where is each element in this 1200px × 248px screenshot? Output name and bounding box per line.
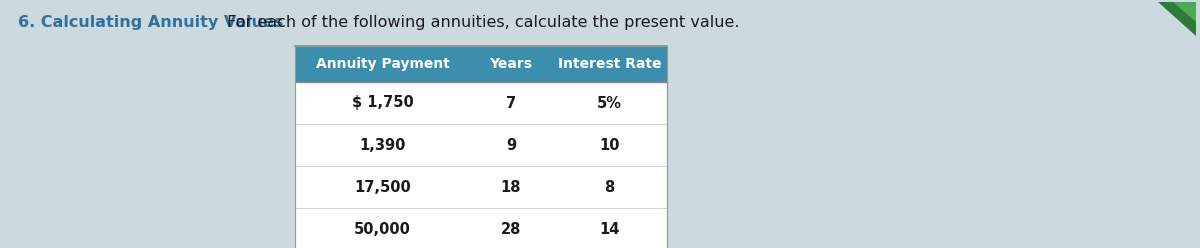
Text: 50,000: 50,000 — [354, 221, 410, 237]
Bar — [295, 46, 667, 248]
Bar — [295, 46, 667, 248]
Text: 9: 9 — [506, 137, 516, 153]
Text: 1,390: 1,390 — [359, 137, 406, 153]
Text: 14: 14 — [599, 221, 619, 237]
Text: 10: 10 — [599, 137, 619, 153]
Bar — [295, 46, 667, 82]
Text: Annuity Payment: Annuity Payment — [316, 57, 450, 71]
Text: 7: 7 — [506, 95, 516, 111]
Text: 6. Calculating Annuity Values: 6. Calculating Annuity Values — [18, 14, 283, 30]
Polygon shape — [1174, 2, 1196, 22]
Text: 28: 28 — [500, 221, 521, 237]
Text: Years: Years — [490, 57, 533, 71]
Polygon shape — [1158, 2, 1196, 36]
Text: 17,500: 17,500 — [354, 180, 410, 194]
Text: 5%: 5% — [598, 95, 622, 111]
Text: 8: 8 — [605, 180, 614, 194]
Text: $ 1,750: $ 1,750 — [352, 95, 413, 111]
Text: For each of the following annuities, calculate the present value.: For each of the following annuities, cal… — [222, 14, 739, 30]
Text: 18: 18 — [500, 180, 521, 194]
Text: Interest Rate: Interest Rate — [558, 57, 661, 71]
